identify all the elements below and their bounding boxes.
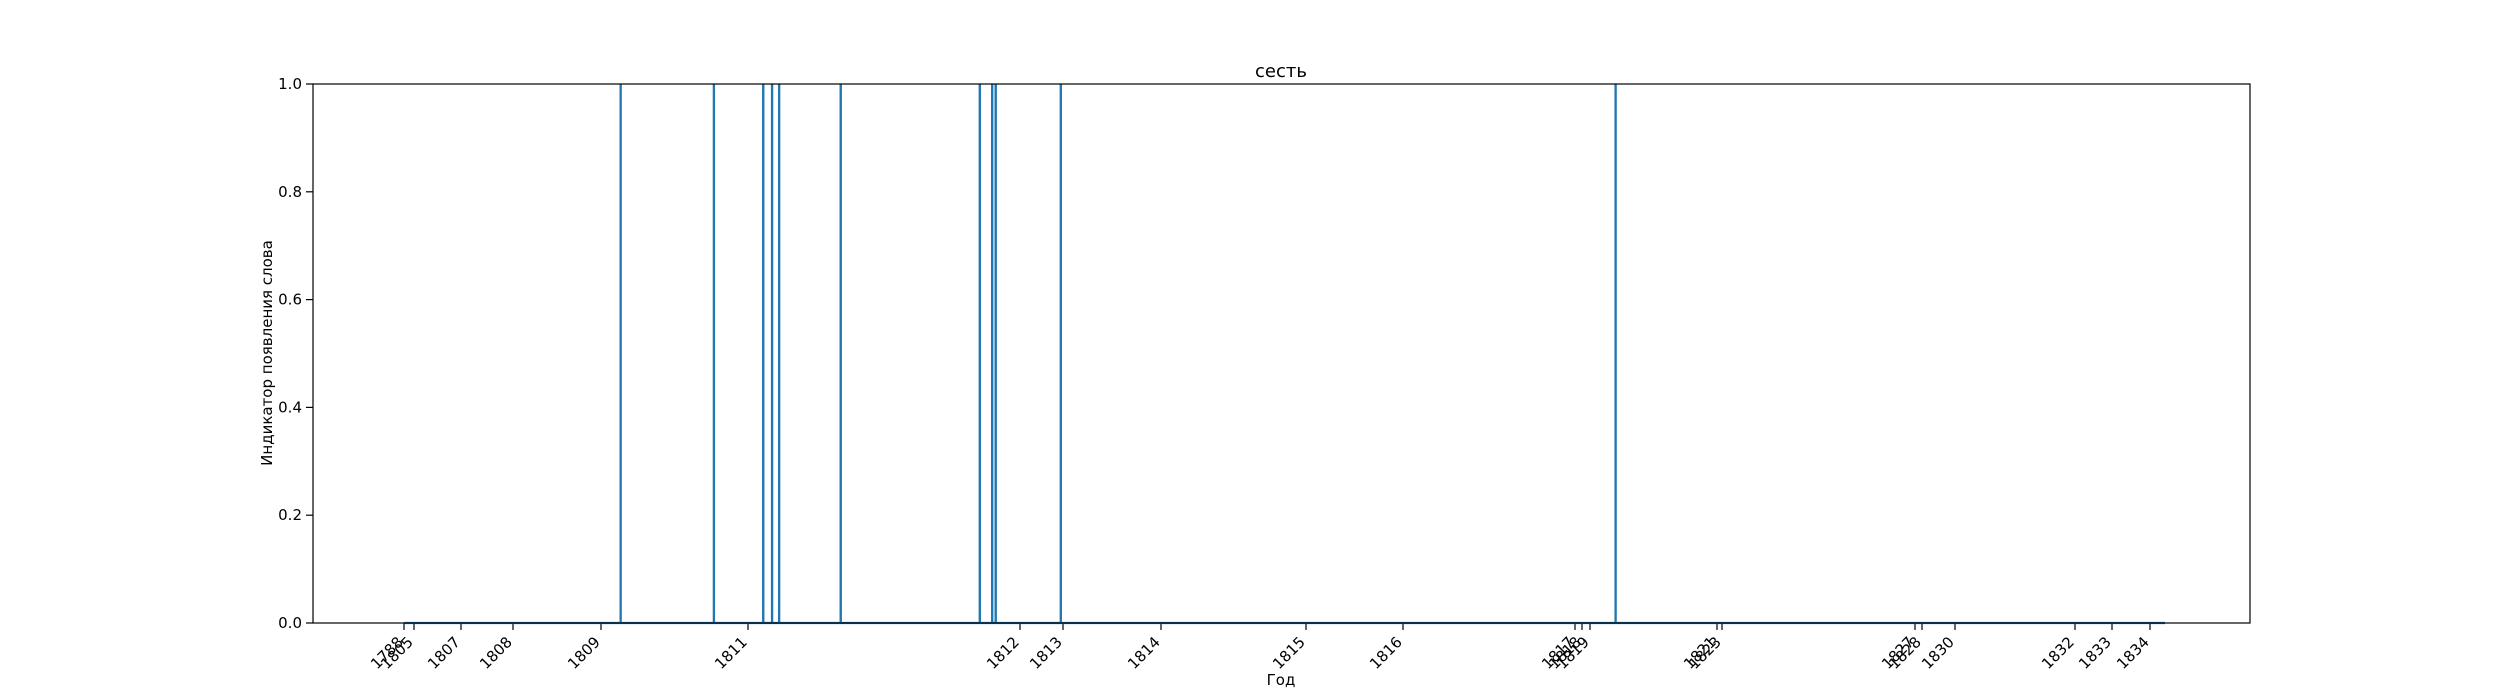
y-tick-label: 0.8 [278, 183, 302, 201]
y-axis-label: Индикатор появления слова [258, 240, 276, 466]
x-axis-label: Год [1267, 671, 1296, 689]
y-tick-label: 0.6 [278, 291, 302, 309]
series-indicator [404, 84, 2165, 625]
chart-title: сесть [1255, 61, 1307, 82]
y-tick-label: 1.0 [278, 75, 302, 93]
y-tick-label: 0.4 [278, 398, 302, 416]
y-tick-label: 0.2 [278, 506, 302, 524]
y-tick-label: 0.0 [278, 614, 302, 632]
plot-frame [312, 83, 2251, 624]
y-axis-ticks: 0.0 0.2 0.4 0.6 0.8 1.0 [278, 75, 313, 632]
